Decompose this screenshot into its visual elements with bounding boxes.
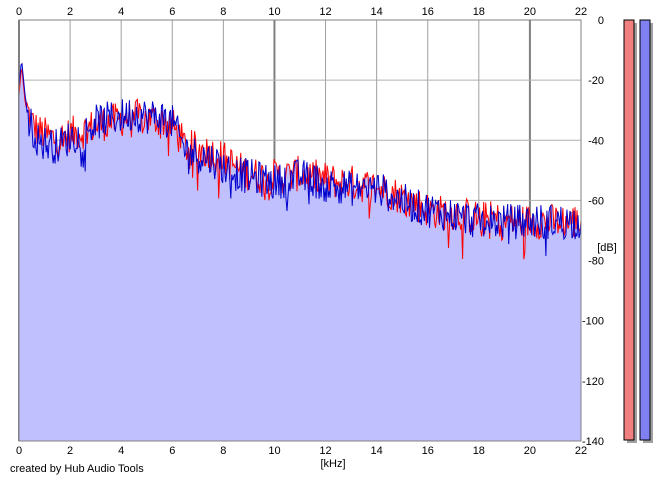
y-tick-6: -120 <box>582 376 604 388</box>
x-tick-labels-top: 0 2 4 6 8 10 12 14 16 18 20 22 <box>16 6 587 18</box>
x-tick-top-9: 18 <box>473 6 485 18</box>
series-line-left <box>18 68 582 260</box>
x-tick-bottom-0: 0 <box>16 445 22 457</box>
x-tick-bottom-5: 10 <box>268 445 280 457</box>
x-tick-top-10: 20 <box>524 6 536 18</box>
y-tick-2: -40 <box>588 135 604 147</box>
y-tick-labels: 0 -20 -40 -60 -80 -100 -120 -140 <box>582 15 604 448</box>
x-tick-bottom-6: 12 <box>319 445 331 457</box>
spectrum-fill-layer <box>19 63 581 441</box>
x-tick-bottom-4: 8 <box>220 445 226 457</box>
level-meters <box>623 19 653 443</box>
level-meter-right <box>639 19 651 441</box>
x-tick-top-2: 4 <box>118 6 124 18</box>
x-tick-top-7: 14 <box>371 6 383 18</box>
y-tick-0: 0 <box>598 15 604 27</box>
y-tick-3: -60 <box>588 195 604 207</box>
x-tick-top-8: 16 <box>422 6 434 18</box>
x-tick-top-11: 22 <box>575 6 587 18</box>
series-line-right <box>18 62 582 257</box>
x-tick-bottom-7: 14 <box>371 445 383 457</box>
spectrum-fill <box>19 63 581 441</box>
x-tick-bottom-9: 18 <box>473 445 485 457</box>
x-tick-top-4: 8 <box>220 6 226 18</box>
x-tick-top-3: 6 <box>169 6 175 18</box>
x-tick-bottom-3: 6 <box>169 445 175 457</box>
plot-border <box>18 19 582 442</box>
x-tick-top-1: 2 <box>67 6 73 18</box>
x-tick-bottom-8: 16 <box>422 445 434 457</box>
x-tick-labels-bottom: 0 2 4 6 8 10 12 14 16 18 20 22 <box>16 445 587 457</box>
y-tick-7: -140 <box>582 436 604 448</box>
x-axis-title: [kHz] <box>320 458 345 470</box>
y-tick-4: -80 <box>588 256 604 268</box>
x-tick-bottom-1: 2 <box>67 445 73 457</box>
x-tick-bottom-2: 4 <box>118 445 124 457</box>
x-tick-top-6: 12 <box>319 6 331 18</box>
y-tick-5: -100 <box>582 316 604 328</box>
x-tick-bottom-10: 20 <box>524 445 536 457</box>
plot-frame <box>18 19 582 442</box>
x-tick-top-0: 0 <box>16 6 22 18</box>
x-tick-bottom-11: 22 <box>575 445 587 457</box>
y-tick-1: -20 <box>588 75 604 87</box>
spectrum-series-layer <box>18 62 582 260</box>
credit-text: created by Hub Audio Tools <box>10 463 144 475</box>
y-axis-title: [dB] <box>597 242 617 254</box>
x-tick-top-5: 10 <box>268 6 280 18</box>
level-meter-left <box>623 19 635 441</box>
